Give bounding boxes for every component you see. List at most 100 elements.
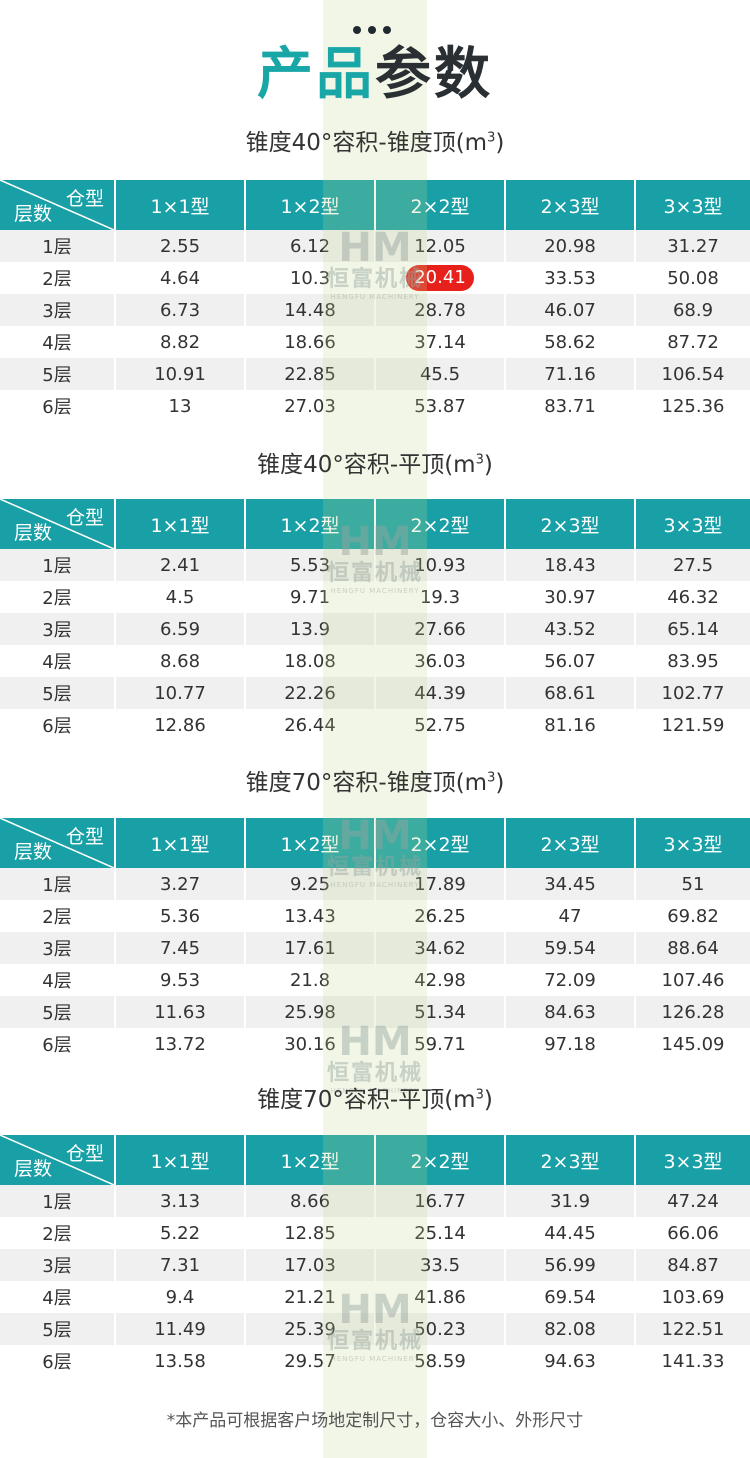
table-cell: 59.71 (375, 1028, 506, 1060)
table-cell: 6.59 (115, 613, 246, 645)
table-row: 5层 11.49 25.39 50.23 82.08 122.51 (0, 1313, 750, 1345)
table-cell: 41.86 (375, 1281, 506, 1313)
table-cell: 18.43 (505, 549, 636, 581)
row-label: 5层 (0, 358, 116, 390)
corner-label-type: 仓型 (65, 507, 104, 529)
table-row: 5层 11.63 25.98 51.34 84.63 126.28 (0, 996, 750, 1028)
column-header: 1×2型 (245, 180, 376, 230)
table-cell: 68.9 (635, 294, 750, 326)
table-cell: 52.75 (375, 709, 506, 741)
corner-label-layers: 层数 (14, 203, 53, 225)
row-label: 3层 (0, 294, 116, 326)
table-cell: 122.51 (635, 1313, 750, 1345)
table-cell: 34.45 (505, 868, 636, 900)
table-title-text: 锥度70°容积-锥度顶(m (245, 770, 488, 796)
table-cell: 94.63 (505, 1345, 636, 1377)
table-cell: 25.98 (245, 996, 376, 1028)
table-cell: 27.03 (245, 390, 376, 422)
table-header-row: 仓型 层数 1×1型 1×2型 2×2型 2×3型 3×3型 (0, 180, 750, 230)
table-cell: 33.53 (505, 262, 636, 294)
table-header-row: 仓型 层数 1×1型 1×2型 2×2型 2×3型 3×3型 (0, 818, 750, 868)
table-row: 4层 8.68 18.08 36.03 56.07 83.95 (0, 645, 750, 677)
row-label: 5层 (0, 677, 116, 709)
page-title-dark: 参数 (375, 42, 493, 107)
table-cell: 34.62 (375, 932, 506, 964)
table-title-sup: 3 (475, 1087, 484, 1103)
table-cell: 22.85 (245, 358, 376, 390)
table-cell: 84.63 (505, 996, 636, 1028)
corner-label-type: 仓型 (65, 1143, 104, 1165)
table-cell: 11.63 (115, 996, 246, 1028)
row-label: 5层 (0, 996, 116, 1028)
column-header: 2×2型 (375, 1135, 506, 1185)
decorative-dots (353, 26, 391, 34)
table-cell: 37.14 (375, 326, 506, 358)
table-cell: 3.13 (115, 1185, 246, 1217)
table-cell: 26.25 (375, 900, 506, 932)
table-cell: 26.44 (245, 709, 376, 741)
table-row: 3层 7.31 17.03 33.5 56.99 84.87 (0, 1249, 750, 1281)
table-cell: 58.59 (375, 1345, 506, 1377)
row-label: 2层 (0, 900, 116, 932)
table-title-sup: 3 (487, 130, 496, 146)
table-row: 5层 10.77 22.26 44.39 68.61 102.77 (0, 677, 750, 709)
column-header: 1×1型 (115, 180, 246, 230)
page-title-highlight: 产品 (257, 42, 375, 107)
table-cell: 36.03 (375, 645, 506, 677)
table-title-end: ) (483, 1087, 493, 1113)
table-cell: 103.69 (635, 1281, 750, 1313)
table-cell: 4.5 (115, 581, 246, 613)
table-cell: 31.27 (635, 230, 750, 262)
row-label: 1层 (0, 1185, 116, 1217)
column-header: 1×2型 (245, 818, 376, 868)
table-row: 6层 12.86 26.44 52.75 81.16 121.59 (0, 709, 750, 741)
table-cell: 50.23 (375, 1313, 506, 1345)
column-header: 1×2型 (245, 499, 376, 549)
table-cell: 21.21 (245, 1281, 376, 1313)
table-row: 2层 4.64 10.3 20.41 33.53 50.08 (0, 262, 750, 294)
table-cell: 22.26 (245, 677, 376, 709)
column-header: 2×3型 (505, 180, 636, 230)
table-cell: 16.77 (375, 1185, 506, 1217)
spec-table-3: 仓型 层数 1×1型 1×2型 2×2型 2×3型 3×3型 1层 3.27 9.25 17.89 3… (0, 818, 750, 1060)
table-cell: 50.08 (635, 262, 750, 294)
row-label: 4层 (0, 645, 116, 677)
table-cell: 8.66 (245, 1185, 376, 1217)
table-cell: 8.68 (115, 645, 246, 677)
table-cell: 47.24 (635, 1185, 750, 1217)
table-cell: 83.95 (635, 645, 750, 677)
table-cell: 25.14 (375, 1217, 506, 1249)
row-label: 4层 (0, 964, 116, 996)
table-cell: 44.45 (505, 1217, 636, 1249)
table-row: 3层 7.45 17.61 34.62 59.54 88.64 (0, 932, 750, 964)
spec-table-2: 仓型 层数 1×1型 1×2型 2×2型 2×3型 3×3型 1层 2.41 5.53 10.93 1… (0, 499, 750, 741)
column-header: 2×2型 (375, 180, 506, 230)
table-header-row: 仓型 层数 1×1型 1×2型 2×2型 2×3型 3×3型 (0, 499, 750, 549)
table-title-1: 锥度40°容积-锥度顶(m3) (0, 128, 750, 158)
table-cell: 30.97 (505, 581, 636, 613)
row-label: 2层 (0, 262, 116, 294)
table-cell: 9.25 (245, 868, 376, 900)
header-corner-cell: 仓型 层数 (0, 499, 116, 549)
column-header: 2×2型 (375, 499, 506, 549)
spec-table-4: 仓型 层数 1×1型 1×2型 2×2型 2×3型 3×3型 1层 3.13 8.66 16.77 3… (0, 1135, 750, 1377)
corner-label-layers: 层数 (14, 1158, 53, 1180)
table-cell: 33.5 (375, 1249, 506, 1281)
header-corner-cell: 仓型 层数 (0, 1135, 116, 1185)
table-row: 1层 3.13 8.66 16.77 31.9 47.24 (0, 1185, 750, 1217)
table-cell: 10.77 (115, 677, 246, 709)
table-cell: 5.22 (115, 1217, 246, 1249)
table-row: 5层 10.91 22.85 45.5 71.16 106.54 (0, 358, 750, 390)
table-cell: 97.18 (505, 1028, 636, 1060)
row-label: 4层 (0, 1281, 116, 1313)
row-label: 6层 (0, 1345, 116, 1377)
table-cell: 7.31 (115, 1249, 246, 1281)
table-cell: 13 (115, 390, 246, 422)
table-header-row: 仓型 层数 1×1型 1×2型 2×2型 2×3型 3×3型 (0, 1135, 750, 1185)
table-row: 2层 4.5 9.71 19.3 30.97 46.32 (0, 581, 750, 613)
table-cell: 18.66 (245, 326, 376, 358)
table-cell: 68.61 (505, 677, 636, 709)
table-row: 6层 13.72 30.16 59.71 97.18 145.09 (0, 1028, 750, 1060)
table-cell: 9.71 (245, 581, 376, 613)
table-cell: 43.52 (505, 613, 636, 645)
